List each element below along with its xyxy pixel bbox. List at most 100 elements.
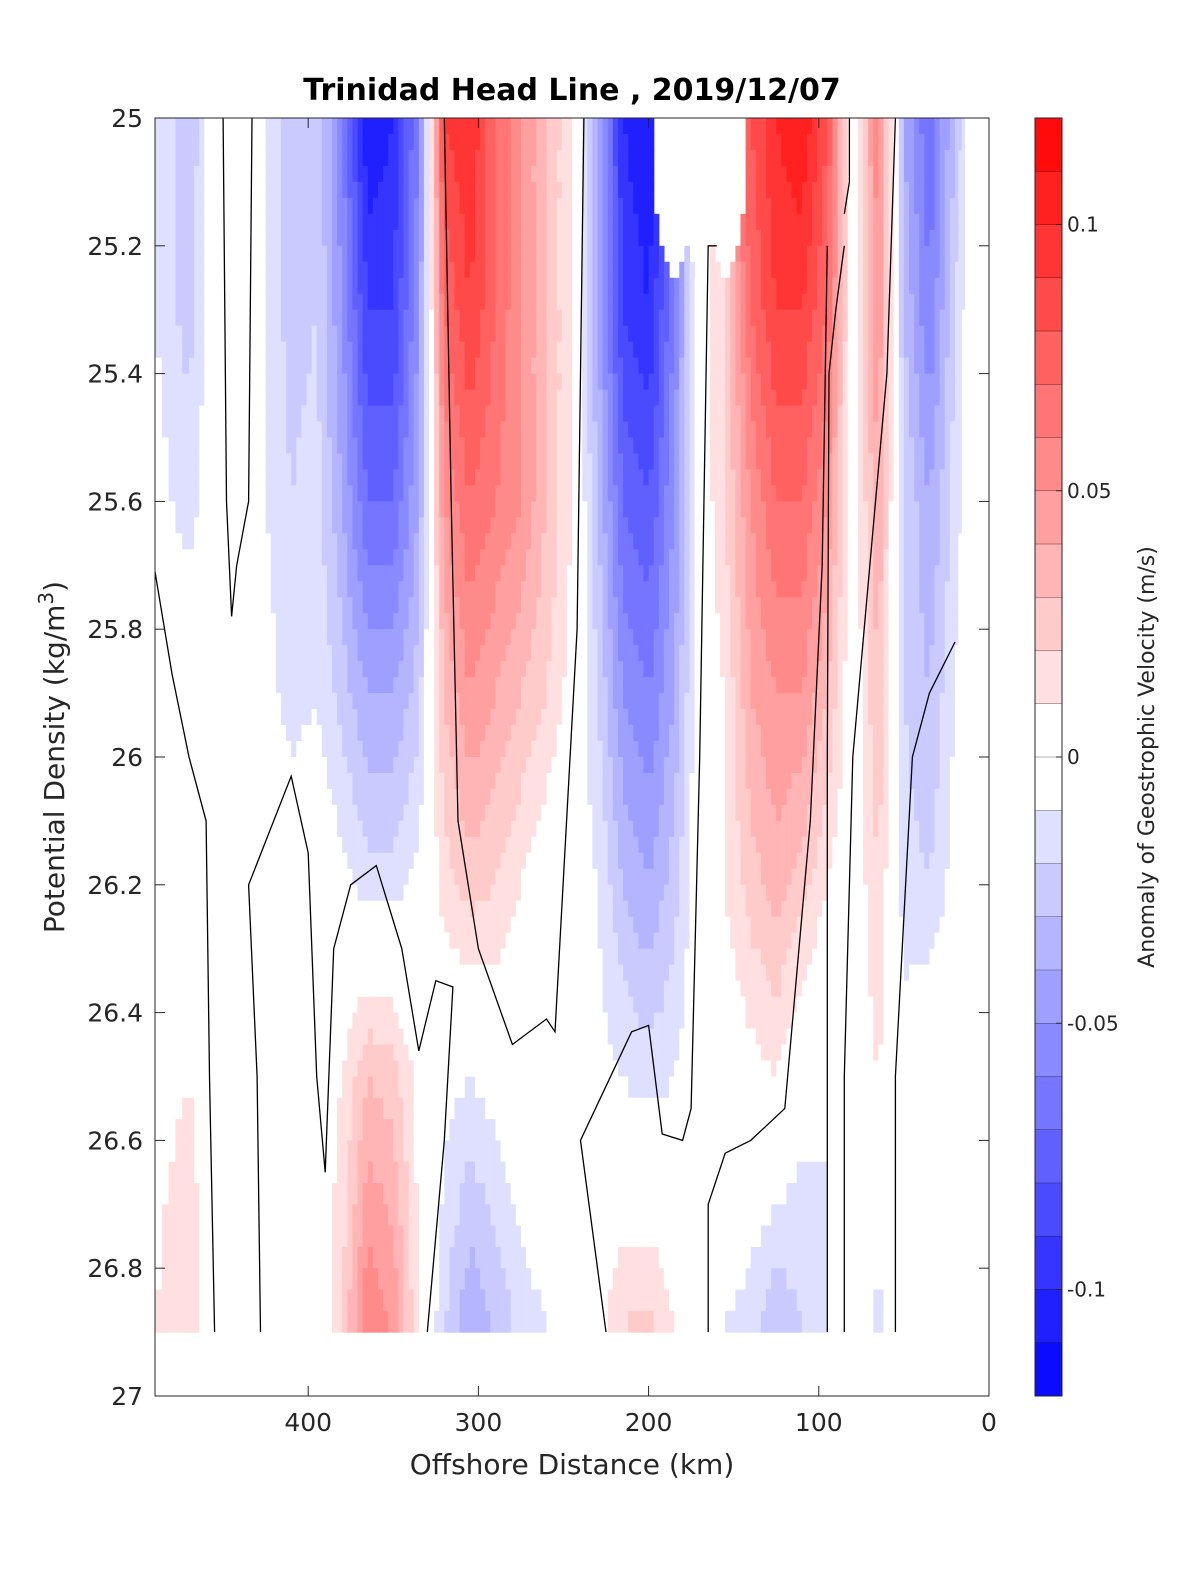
field-cell bbox=[301, 165, 308, 183]
field-cell bbox=[750, 389, 757, 407]
field-cell bbox=[352, 581, 359, 598]
field-cell bbox=[291, 437, 297, 455]
field-cell bbox=[418, 197, 425, 215]
field-cell bbox=[449, 405, 456, 423]
field-cell bbox=[235, 213, 241, 231]
field-cell bbox=[357, 389, 364, 407]
field-cell bbox=[321, 501, 328, 518]
field-cell bbox=[597, 469, 604, 487]
field-cell bbox=[280, 373, 287, 391]
field-cell bbox=[245, 517, 251, 534]
field-cell bbox=[474, 629, 481, 646]
field-cell bbox=[439, 357, 445, 375]
field-cell bbox=[597, 565, 604, 582]
field-cell bbox=[495, 373, 502, 391]
field-cell bbox=[301, 229, 308, 247]
field-cell bbox=[291, 613, 297, 630]
field-cell bbox=[357, 629, 364, 646]
field-cell bbox=[434, 373, 440, 391]
field-cell bbox=[296, 469, 302, 487]
field-cell bbox=[219, 309, 226, 327]
field-cell bbox=[842, 453, 849, 471]
field-cell bbox=[551, 517, 558, 534]
field-cell bbox=[526, 501, 532, 518]
field-cell bbox=[377, 405, 384, 423]
field-cell bbox=[669, 325, 675, 343]
field-cell bbox=[418, 277, 425, 295]
field-cell bbox=[464, 405, 471, 423]
field-cell bbox=[954, 357, 959, 375]
field-cell bbox=[383, 165, 389, 183]
field-cell bbox=[602, 549, 609, 566]
field-cell bbox=[495, 469, 502, 487]
field-cell bbox=[546, 421, 553, 439]
field-cell bbox=[418, 213, 425, 231]
field-cell bbox=[235, 261, 241, 279]
field-cell bbox=[791, 133, 798, 151]
field-cell bbox=[582, 261, 588, 279]
field-cell bbox=[602, 677, 609, 694]
field-cell bbox=[633, 549, 639, 566]
field-cell bbox=[332, 245, 338, 263]
field-cell bbox=[801, 197, 808, 215]
field-cell bbox=[444, 613, 451, 630]
field-cell bbox=[597, 118, 604, 135]
field-cell bbox=[541, 677, 548, 694]
field-cell bbox=[526, 405, 532, 423]
field-cell bbox=[893, 213, 900, 231]
field-cell bbox=[490, 661, 497, 678]
field-cell bbox=[490, 325, 497, 343]
field-cell bbox=[572, 549, 578, 566]
field-cell bbox=[459, 213, 466, 231]
field-cell bbox=[674, 293, 680, 311]
field-cell bbox=[383, 341, 389, 359]
field-cell bbox=[801, 405, 808, 423]
field-cell bbox=[199, 405, 205, 423]
field-cell bbox=[551, 661, 558, 678]
field-cell bbox=[155, 357, 163, 375]
field-cell bbox=[219, 661, 226, 678]
field-cell bbox=[337, 389, 343, 407]
field-cell bbox=[909, 181, 915, 199]
field-cell bbox=[219, 645, 226, 662]
field-cell bbox=[623, 149, 629, 167]
field-cell bbox=[561, 118, 568, 135]
field-cell bbox=[296, 677, 302, 694]
field-cell bbox=[260, 661, 267, 678]
field-cell bbox=[388, 309, 394, 327]
field-cell bbox=[526, 357, 532, 375]
field-cell bbox=[878, 293, 885, 311]
field-cell bbox=[367, 149, 374, 167]
field-cell bbox=[449, 133, 456, 151]
field-cell bbox=[607, 405, 614, 423]
field-cell bbox=[393, 629, 399, 646]
field-cell bbox=[311, 613, 318, 630]
field-cell bbox=[224, 213, 231, 231]
field-cell bbox=[638, 565, 645, 582]
field-cell bbox=[168, 149, 177, 167]
field-cell bbox=[750, 197, 757, 215]
field-cell bbox=[643, 118, 650, 135]
field-cell bbox=[684, 485, 691, 502]
field-cell bbox=[337, 277, 343, 295]
field-cell bbox=[566, 533, 573, 550]
field-cell bbox=[929, 373, 936, 391]
field-cell bbox=[398, 261, 405, 279]
field-cell bbox=[500, 341, 507, 359]
field-cell bbox=[556, 341, 563, 359]
field-cell bbox=[398, 453, 405, 471]
field-cell bbox=[224, 293, 231, 311]
field-cell bbox=[791, 453, 798, 471]
field-cell bbox=[214, 181, 221, 199]
field-cell bbox=[505, 181, 512, 199]
field-cell bbox=[449, 373, 456, 391]
field-cell bbox=[617, 613, 624, 630]
field-cell bbox=[572, 613, 578, 630]
field-cell bbox=[628, 357, 634, 375]
field-cell bbox=[796, 373, 803, 391]
field-cell bbox=[490, 485, 497, 502]
field-cell bbox=[469, 181, 476, 199]
field-cell bbox=[388, 357, 394, 375]
field-cell bbox=[332, 613, 338, 630]
field-cell bbox=[332, 581, 338, 598]
